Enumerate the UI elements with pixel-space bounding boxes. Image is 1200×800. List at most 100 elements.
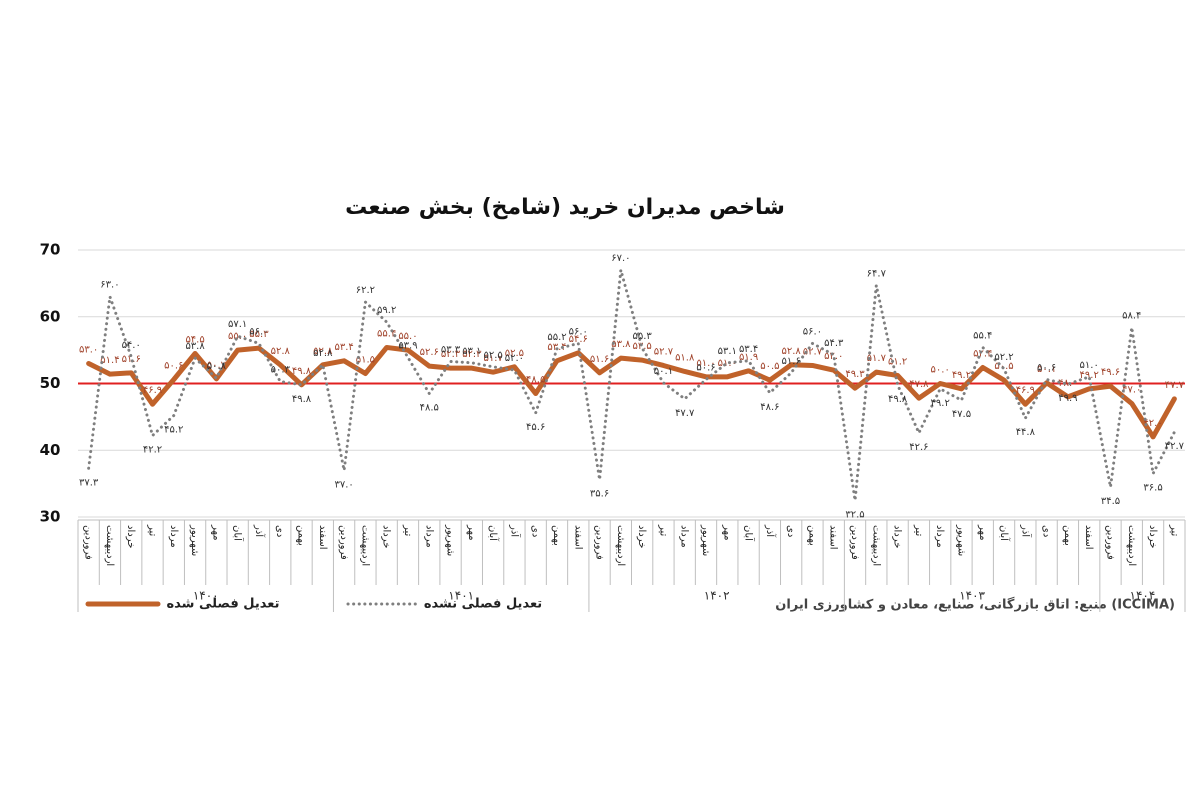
x-tick-label: آذر (253, 524, 266, 538)
year-label: ۱۴۰۱ (448, 589, 474, 603)
data-label: ۵۰.۱ (654, 366, 673, 377)
data-label: ۵۶.۰ (569, 326, 588, 337)
data-label: ۴۹.۳ (845, 369, 865, 380)
x-tick-label: اسفند (828, 525, 839, 549)
data-label: ۵۰.۰ (931, 365, 950, 376)
data-label: ۵۳.۸ (185, 341, 205, 352)
x-tick-label: اردیبهشت (359, 525, 370, 566)
data-label: ۵۰.۶ (1037, 362, 1056, 373)
data-label: ۵۰.۶ (696, 362, 715, 373)
data-label: ۴۹.۲ (931, 398, 950, 409)
data-label: ۵۳.۵ (632, 341, 651, 352)
data-label: ۴۸.۵ (420, 403, 439, 414)
data-label: ۵۴.۰ (122, 340, 141, 351)
x-tick-label: آذر (764, 524, 777, 538)
data-label: ۵۱.۹ (739, 352, 758, 363)
data-label: ۳۵.۶ (590, 489, 609, 500)
y-tick-label: 30 (40, 508, 61, 526)
x-tick-label: اردیبهشت (1126, 525, 1137, 566)
data-label: ۵۲.۸ (271, 346, 291, 357)
x-tick-label: بهمن (1062, 525, 1073, 546)
data-label: ۴۷.۸ (909, 379, 929, 390)
data-label: ۵۲.۵ (483, 350, 502, 361)
data-label: ۴۶.۹ (1016, 385, 1035, 396)
data-label: ۴۹.۸ (888, 394, 908, 405)
data-label: ۵۳.۸ (611, 339, 631, 350)
data-label: ۵۱.۰ (696, 358, 715, 369)
data-label: ۵۶.۰ (249, 326, 268, 337)
x-tick-label: فروردین (849, 525, 860, 560)
data-label: ۵۳.۹ (398, 340, 417, 351)
data-label: ۴۷.۷ (1165, 380, 1185, 391)
x-tick-label: شهریور (700, 524, 711, 556)
data-label: ۵۴.۳ (824, 338, 844, 349)
data-label: ۳۷.۳ (79, 477, 99, 488)
x-tick-label: اردیبهشت (615, 525, 626, 566)
data-label: ۵۱.۰ (718, 358, 737, 369)
y-tick-label: 70 (40, 241, 61, 259)
chart-background (0, 170, 1200, 630)
data-label: ۴۶.۹ (143, 385, 162, 396)
y-tick-label: 60 (40, 307, 61, 325)
data-label: ۵۲.۵ (505, 348, 524, 359)
data-label: ۵۱.۲ (888, 356, 907, 367)
data-label: ۵۱.۶ (122, 354, 141, 365)
data-label: ۵۲.۰ (824, 351, 843, 362)
x-tick-label: مرداد (168, 525, 179, 548)
data-label: ۵۱.۷ (867, 353, 887, 364)
data-label: ۵۱.۴ (100, 355, 119, 366)
data-label: ۵۰.۶ (164, 360, 183, 371)
x-tick-label: مهر (466, 524, 477, 540)
data-label: ۵۲.۸ (313, 348, 333, 359)
data-label: ۴۲.۰ (1143, 418, 1162, 429)
data-label: ۳۷.۰ (334, 479, 353, 490)
data-label: ۵۰.۸ (207, 361, 227, 372)
x-tick-label: آذر (1019, 524, 1032, 538)
data-label: ۴۷.۰ (1122, 385, 1141, 396)
x-tick-label: خرداد (381, 525, 392, 548)
data-label: ۴۹.۲ (952, 370, 971, 381)
data-label: ۵۰.۷ (207, 360, 227, 371)
series-line (86, 344, 1177, 440)
data-label: ۵۵.۴ (377, 328, 396, 339)
x-tick-label: تیر (657, 524, 668, 537)
x-tick-label: مهر (721, 524, 732, 540)
x-tick-label: دی (1041, 525, 1052, 537)
x-tick-label: فروردین (83, 525, 94, 560)
data-label: ۴۹.۸ (292, 394, 312, 405)
data-label: ۵۲.۸ (782, 346, 802, 357)
data-label: ۵۵.۴ (973, 330, 992, 341)
x-tick-label: فروردین (338, 525, 349, 560)
data-label: ۴۲.۷ (1165, 441, 1185, 452)
x-tick-label: بهمن (296, 525, 307, 546)
data-label: ۵۳.۱ (462, 346, 481, 357)
year-label: ۱۴۰۲ (704, 589, 730, 603)
data-label: ۴۸.۶ (760, 402, 779, 413)
data-label: ۵۲.۴ (973, 348, 992, 359)
data-label: ۵۱.۵ (356, 354, 375, 365)
data-label: ۵۲.۷ (803, 346, 823, 357)
x-tick-label: تیر (402, 524, 413, 537)
x-tick-label: خرداد (125, 525, 136, 548)
data-label: ۶۷.۰ (611, 253, 630, 264)
x-tick-label: دی (785, 525, 796, 537)
data-label: ۴۵.۶ (526, 422, 545, 433)
data-label: ۵۰.۱ (1037, 364, 1056, 375)
x-tick-label: آبان (232, 525, 245, 542)
x-tick-label: تیر (913, 524, 924, 537)
x-tick-label: آبان (998, 525, 1011, 542)
data-label: ۴۹.۸ (292, 366, 312, 377)
x-tick-label: خرداد (892, 525, 903, 548)
data-label: ۵۵.۰ (398, 331, 417, 342)
x-tick-label: اسفند (1083, 525, 1094, 549)
x-tick-label: بهمن (806, 525, 817, 546)
data-label: ۴۹.۶ (1101, 367, 1120, 378)
data-label: ۵۵.۳ (632, 331, 652, 342)
x-tick-label: تیر (147, 524, 158, 537)
data-label: ۵۳.۰ (79, 344, 98, 355)
year-label: ۱۴۰۳ (959, 589, 985, 603)
data-label: ۴۸.۵ (526, 375, 545, 386)
data-label: ۵۳.۳ (441, 344, 461, 355)
data-label: ۵۰.۵ (760, 361, 779, 372)
x-tick-label: مرداد (934, 525, 945, 548)
